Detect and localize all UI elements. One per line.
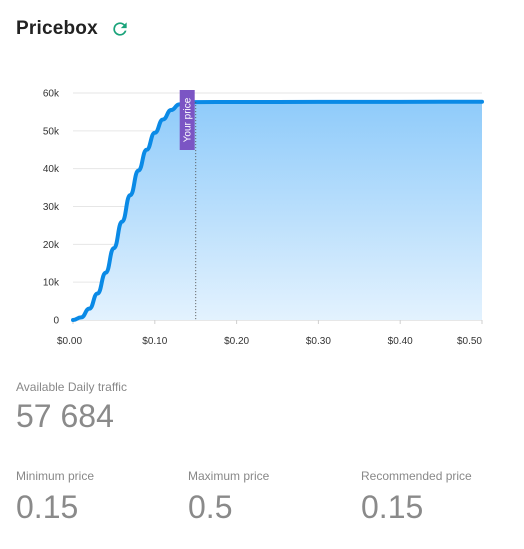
series-line [71,99,484,322]
y-tick-label: 40k [43,164,60,175]
metric-value: 0.15 [16,489,79,525]
metric-maximum-price: Maximum price 0.5 [188,469,269,526]
metric-recommended-price: Recommended price 0.15 [361,469,472,526]
y-tick-label: 50k [43,126,60,137]
chart-svg: 0 10k 20k 30k 40k 50k 60k $0.00 $0.10 $0.20 $0.30 $… [43,89,484,347]
page-title: Pricebox [16,18,98,39]
metric-label: Minimum price [16,469,95,483]
metric-value: 0.5 [188,489,233,525]
metric-minimum-price: Minimum price 0.15 [16,469,94,526]
your-price-label: Your price [183,97,194,142]
traffic-label: Available Daily traffic [16,380,127,394]
metric-label: Maximum price [188,469,270,483]
traffic-block: Available Daily traffic 57 684 [16,380,127,435]
x-tick-label: $0.40 [388,336,413,347]
refresh-icon[interactable] [110,19,130,39]
header: Pricebox [16,18,130,40]
y-tick-label: 30k [43,202,60,213]
metric-label: Recommended price [361,469,472,483]
metric-value: 0.15 [361,489,424,525]
price-traffic-chart: 0 10k 20k 30k 40k 50k 60k $0.00 $0.10 $0.20 $0.30 $… [0,70,524,360]
your-price-tag [179,90,195,150]
y-tick-label: 60k [43,89,60,100]
traffic-value: 57 684 [16,398,114,434]
x-tick-label: $0.00 [57,336,82,347]
x-tick-label: $0.50 [457,336,482,347]
y-tick-label: 0 [53,316,59,327]
y-tick-label: 20k [43,240,60,251]
series-area [73,101,482,320]
x-tick-label: $0.10 [142,336,167,347]
x-tick-label: $0.30 [306,336,331,347]
x-tick-label: $0.20 [224,336,249,347]
y-tick-label: 10k [43,278,60,289]
